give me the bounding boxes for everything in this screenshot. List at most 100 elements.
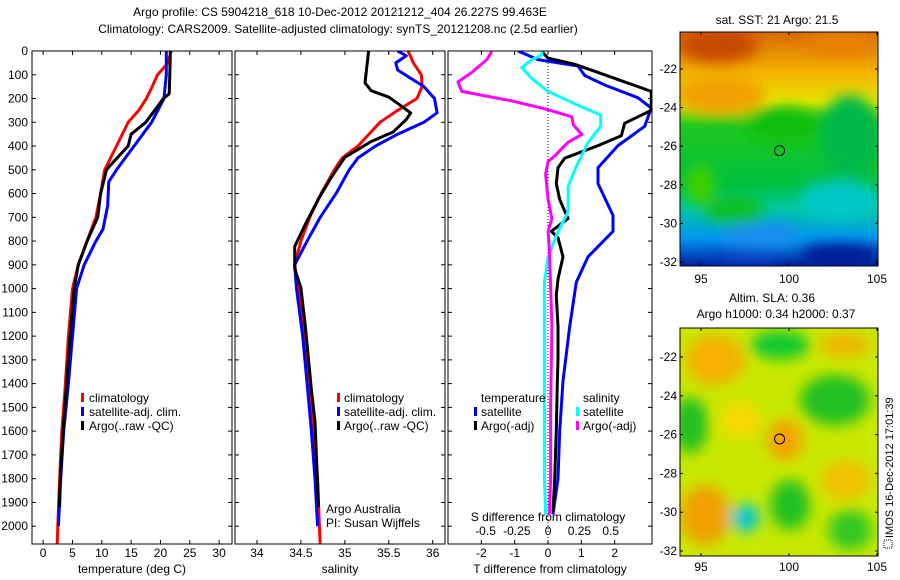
profile-panels: 0100200300400500600700800900100011001200… xyxy=(1,44,653,576)
legend-label-satellite: satellite-adj. clim. xyxy=(344,405,436,419)
y-tick-label: 400 xyxy=(8,139,28,153)
lon-tick-label: 100 xyxy=(779,560,799,574)
legend-swatch-sal-satellite xyxy=(576,407,579,416)
profile-panel-1: 0100200300400500600700800900100011001200… xyxy=(1,44,233,576)
lat-tick-label: -26 xyxy=(660,428,678,442)
x-tick-label: 10 xyxy=(95,546,109,560)
y-tick-label: 2000 xyxy=(1,519,28,533)
profile-location-marker xyxy=(774,145,786,157)
lat-tick-label: -24 xyxy=(660,101,678,115)
credit-pi: PI: Susan Wijffels xyxy=(326,516,420,530)
series-line-temperature-satellite xyxy=(517,51,652,515)
y-tick-label: 500 xyxy=(8,163,28,177)
profile-panel-2: 34 34.5 35 35.5 36 salinity xyxy=(234,50,446,576)
x-tick-label: -1 xyxy=(509,546,520,560)
lat-tick-label: -32 xyxy=(660,544,678,558)
imos-timestamp: IMOS 16-Dec-2012 17:01:39 xyxy=(884,397,896,538)
legend-label-sal-argo: Argo(-adj) xyxy=(583,419,636,433)
y-tick-label: 1900 xyxy=(1,495,28,509)
sst-map-axes: -22 -24 -26 -28 -30 -32 95 100 105 xyxy=(660,32,887,286)
sla-map xyxy=(680,328,878,556)
sla-map-axes: -22 -24 -26 -28 -30 -32 95 100 105 xyxy=(660,328,887,574)
lon-tick-label: 105 xyxy=(867,272,887,286)
x2-tick-label: 0.25 xyxy=(568,524,592,538)
lat-tick-label: -30 xyxy=(660,505,678,519)
series-line-argo-raw-qc- xyxy=(293,51,413,508)
y-tick-label: 1300 xyxy=(1,353,28,367)
lon-tick-label: 95 xyxy=(694,272,708,286)
x-tick-label: 34.5 xyxy=(289,546,313,560)
figure-title-line2: Climatology: CARS2009. Satellite-adjuste… xyxy=(98,22,578,36)
lat-tick-label: -26 xyxy=(660,139,678,153)
legend-swatch-climatology xyxy=(337,393,340,402)
profile-panel-3: -2 -1 0 1 2 T difference from climatology -0.5… xyxy=(447,50,653,576)
legend-swatch-argo xyxy=(81,421,84,430)
legend-swatch-sal-argo xyxy=(576,421,579,430)
series-line-salinity-argo-adj- xyxy=(456,51,584,515)
x-tick-label: 35 xyxy=(338,546,352,560)
x-tick-label: 25 xyxy=(183,546,197,560)
legend-heading-temperature: temperature xyxy=(481,391,546,405)
legend-label-climatology: climatology xyxy=(89,391,149,405)
x2-tick-label: -0.25 xyxy=(503,524,531,538)
imos-logo-icon xyxy=(883,539,893,549)
x-axis-label: T difference from climatology xyxy=(473,562,627,576)
profile-location-marker xyxy=(774,433,786,445)
y-tick-label: 700 xyxy=(8,210,28,224)
legend-swatch-temp-argo xyxy=(474,421,477,430)
y-tick-label: 300 xyxy=(8,115,28,129)
x-tick-label: 0 xyxy=(545,546,552,560)
sla-map-title-line2: Argo h1000: 0.34 h2000: 0.37 xyxy=(697,307,856,321)
y-tick-label: 1600 xyxy=(1,424,28,438)
series-group xyxy=(55,51,173,544)
lat-tick-label: -22 xyxy=(660,350,678,364)
y-tick-label: 1800 xyxy=(1,472,28,486)
y-tick-label: 1400 xyxy=(1,377,28,391)
sst-map-frame xyxy=(679,31,879,267)
sst-map-title: sat. SST: 21 Argo: 21.5 xyxy=(716,13,839,27)
legend-swatch-argo xyxy=(337,421,340,430)
difference-legend: temperature satellite Argo(-adj) salinit… xyxy=(474,391,636,433)
x-tick-label: 20 xyxy=(154,546,168,560)
legend-swatch-satellite xyxy=(81,407,84,416)
x-tick-label: 34 xyxy=(250,546,264,560)
x-tick-label: 1 xyxy=(578,546,585,560)
plot-frame xyxy=(234,50,446,545)
legend-label-argo: Argo(..raw -QC) xyxy=(344,419,429,433)
legend-label-temp-satellite: satellite xyxy=(481,405,522,419)
y-tick-label: 800 xyxy=(8,234,28,248)
x2-tick-label: 0.5 xyxy=(602,524,619,538)
x-tick-label: 30 xyxy=(212,546,226,560)
figure-title-line1: Argo profile: CS 5904218_618 10-Dec-2012… xyxy=(133,5,547,19)
y-tick-label: 1200 xyxy=(1,329,28,343)
legend-label-climatology: climatology xyxy=(344,391,404,405)
sst-map xyxy=(680,32,878,266)
x-tick-label: 36 xyxy=(426,546,440,560)
x2-tick-label: -0.5 xyxy=(475,524,496,538)
lon-tick-label: 100 xyxy=(779,272,799,286)
y-tick-label: 1700 xyxy=(1,448,28,462)
lon-tick-label: 95 xyxy=(694,560,708,574)
lat-tick-label: -32 xyxy=(660,255,678,269)
x-axis-label: salinity xyxy=(322,562,359,576)
series-group xyxy=(293,51,439,544)
legend-swatch-climatology xyxy=(81,393,84,402)
x-tick-label: 2 xyxy=(611,546,618,560)
legend-label-satellite: satellite-adj. clim. xyxy=(89,405,181,419)
legend-label-argo: Argo(..raw -QC) xyxy=(89,419,174,433)
x-tick-label: 15 xyxy=(124,546,138,560)
y-tick-label: 1000 xyxy=(1,282,28,296)
legend-heading-salinity: salinity xyxy=(583,391,620,405)
y-tick-label: 900 xyxy=(8,258,28,272)
lat-tick-label: -24 xyxy=(660,389,678,403)
credit-argo-australia: Argo Australia xyxy=(326,502,401,516)
legend-swatch-satellite xyxy=(337,407,340,416)
imos-stamp: IMOS 16-Dec-2012 17:01:39 xyxy=(883,397,896,549)
y-tick-label: 100 xyxy=(8,68,28,82)
x-tick-label: 0 xyxy=(40,546,47,560)
sla-map-frame xyxy=(679,327,879,557)
x-tick-label: 35.5 xyxy=(377,546,401,560)
legend-swatch-temp-satellite xyxy=(474,407,477,416)
salinity-legend: climatology satellite-adj. clim. Argo(..… xyxy=(337,391,436,433)
